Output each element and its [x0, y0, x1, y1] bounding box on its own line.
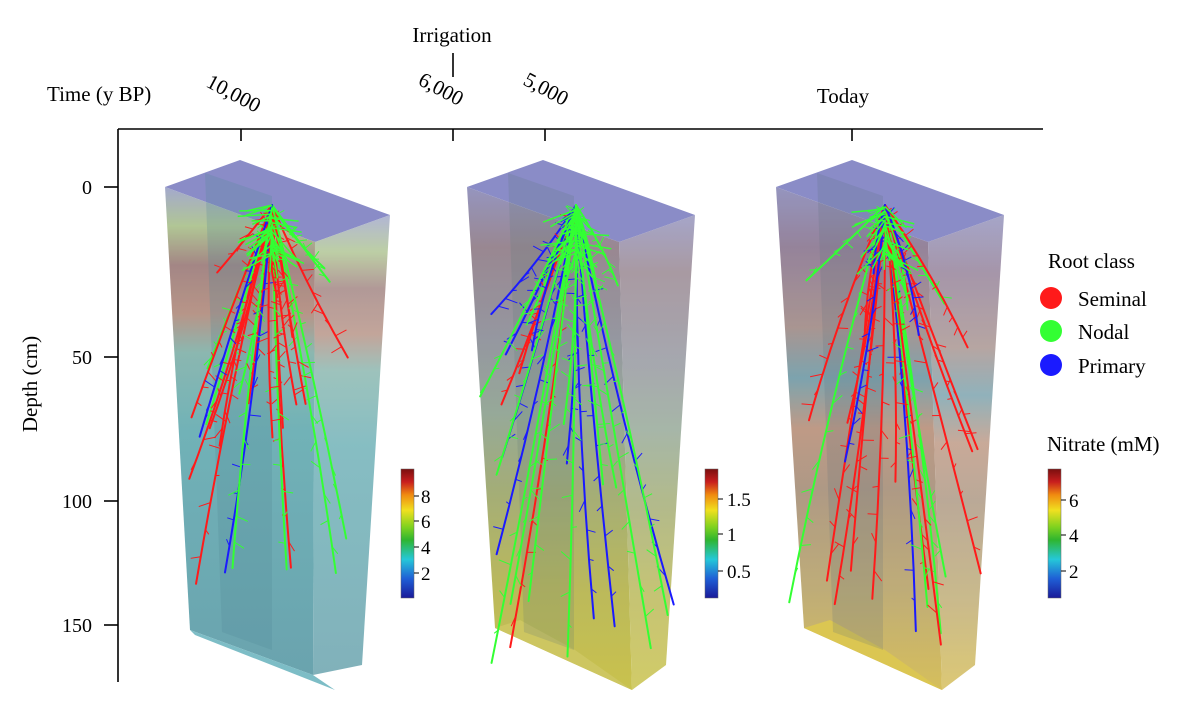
colorbar-2-tick: 0.5 — [727, 562, 751, 583]
colorbar-3-tick: 6 — [1069, 491, 1079, 512]
root-systems — [188, 204, 982, 664]
colorbar-1-tick: 6 — [421, 512, 431, 533]
depth-axis: 0 50 100 150 Depth (cm) — [18, 129, 119, 682]
colorbar-2: 1.5 1 0.5 — [704, 468, 751, 599]
depth-tick-100: 100 — [62, 491, 92, 513]
colorbar-3-tick: 2 — [1069, 562, 1079, 583]
legend-swatch-nodal — [1040, 320, 1062, 342]
time-tick-today: Today — [817, 84, 870, 108]
colorbar-1-tick: 8 — [421, 487, 431, 508]
time-axis-label: Time (y BP) — [47, 82, 151, 106]
legend-swatch-primary — [1040, 354, 1062, 376]
soil-column-10000 — [165, 160, 390, 690]
time-tick-10000: 10,000 — [203, 69, 265, 117]
legend-label-nodal: Nodal — [1078, 320, 1129, 344]
legend-swatch-seminal — [1040, 287, 1062, 309]
colorbar-3-tick: 4 — [1069, 526, 1079, 547]
colorbar-3: 6 4 2 — [1047, 468, 1079, 599]
legend: Root class Seminal Nodal Primary — [1040, 249, 1147, 378]
legend-title: Root class — [1048, 249, 1135, 273]
legend-label-seminal: Seminal — [1078, 287, 1147, 311]
legend-label-primary: Primary — [1078, 354, 1146, 378]
depth-tick-50: 50 — [72, 347, 92, 369]
time-tick-5000: 5,000 — [520, 67, 573, 110]
colorbar-2-tick: 1.5 — [727, 490, 751, 511]
depth-axis-label: Depth (cm) — [18, 336, 42, 432]
colorbar-1: 8 6 4 2 — [400, 468, 431, 599]
colorbar-title: Nitrate (mM) — [1047, 432, 1160, 456]
colorbar-1-tick: 2 — [421, 564, 431, 585]
colorbar-2-tick: 1 — [727, 525, 737, 546]
depth-tick-150: 150 — [62, 615, 92, 637]
irrigation-label: Irrigation — [412, 23, 492, 47]
colorbar-1-tick: 4 — [421, 538, 431, 559]
depth-tick-0: 0 — [82, 177, 92, 199]
time-axis: Time (y BP) 10,000 6,000 5,000 Today Irr… — [47, 23, 1043, 141]
time-tick-6000: 6,000 — [415, 67, 468, 110]
